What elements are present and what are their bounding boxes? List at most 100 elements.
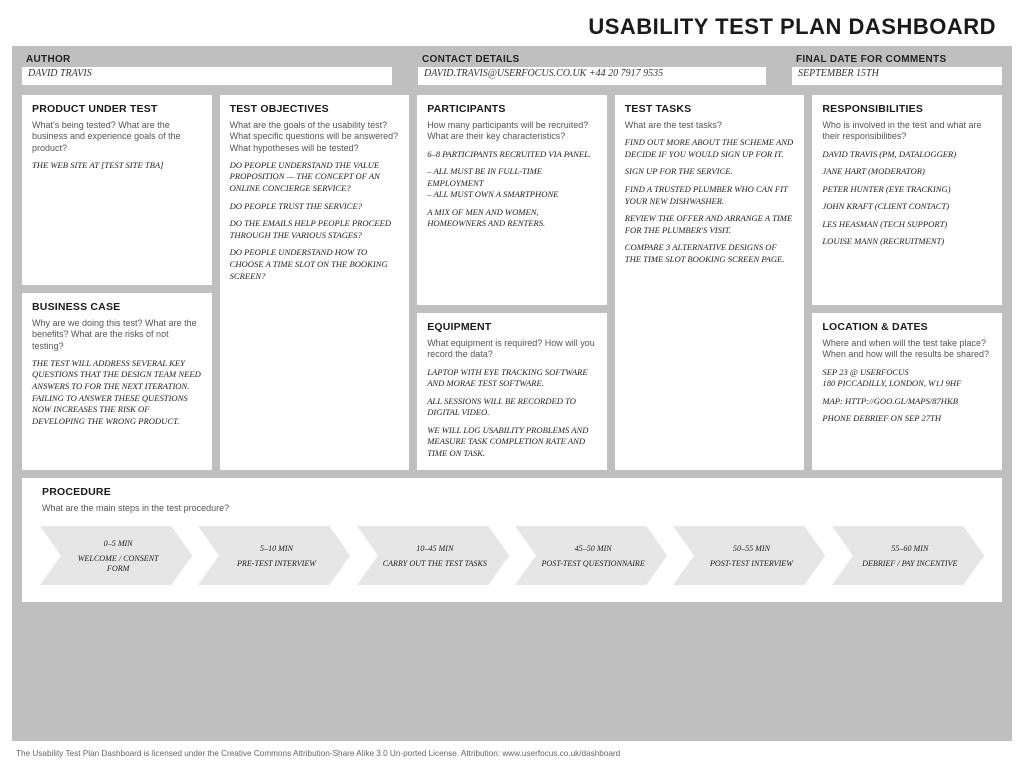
col-4: TEST TASKS What are the test tasks? Find… xyxy=(615,95,805,470)
procedure-step-text: 55–60 MIN DEBRIEF / PAY INCENTIVE xyxy=(832,526,984,588)
body-line: Do the emails help people proceed throug… xyxy=(230,218,400,241)
card-location: LOCATION & DATES Where and when will the… xyxy=(812,313,1002,470)
body-line: Sign up for the service. xyxy=(625,166,795,178)
card-body: Sep 23 @ Userfocus 180 Piccadilly, Londo… xyxy=(822,367,992,425)
procedure-step-time: 0–5 MIN xyxy=(104,539,133,550)
procedure-step-label: WELCOME / CONSENT FORM xyxy=(66,554,170,575)
card-title: LOCATION & DATES xyxy=(822,321,992,333)
card-body: David Travis (PM, datalogger)Jane Hart (… xyxy=(822,149,992,249)
body-line: Peter Hunter (Eye tracking) xyxy=(822,184,992,196)
meta-contact-label: CONTACT DETAILS xyxy=(422,54,766,65)
card-body: 6–8 participants recruited via panel. – A… xyxy=(427,149,597,231)
procedure-step-label: PRE-TEST INTERVIEW xyxy=(237,559,316,570)
card-title: BUSINESS CASE xyxy=(32,301,202,313)
body-line: We will log usability problems and measu… xyxy=(427,425,597,460)
page-title: USABILITY TEST PLAN DASHBOARD xyxy=(0,0,1024,46)
body-line: Do people understand how to choose a tim… xyxy=(230,247,400,282)
body-line: Find a trusted plumber who can fit your … xyxy=(625,184,795,207)
body-line: The test will address several key questi… xyxy=(32,358,202,428)
card-responsibilities: RESPONSIBILITIES Who is involved in the … xyxy=(812,95,1002,305)
card-body: Do people understand the value propositi… xyxy=(230,160,400,282)
body-line: Review the offer and arrange a time for … xyxy=(625,213,795,236)
card-question: Where and when will the test take place?… xyxy=(822,338,992,361)
meta-finaldate-label: FINAL DATE FOR COMMENTS xyxy=(796,54,1002,65)
procedure-step-time: 55–60 MIN xyxy=(891,544,928,555)
body-line: David Travis (PM, datalogger) xyxy=(822,149,992,161)
procedure-step-text: 5–10 MIN PRE-TEST INTERVIEW xyxy=(198,526,350,588)
card-question: What are the test tasks? xyxy=(625,120,795,131)
card-title: RESPONSIBILITIES xyxy=(822,103,992,115)
procedure-step-text: 10–45 MIN CARRY OUT THE TEST TASKS xyxy=(357,526,509,588)
body-line: Phone debrief on Sep 27th xyxy=(822,413,992,425)
meta-row: AUTHOR DAVID TRAVIS CONTACT DETAILS DAVI… xyxy=(22,54,1002,85)
procedure-step-label: DEBRIEF / PAY INCENTIVE xyxy=(862,559,957,570)
body-line: All sessions will be recorded to digital… xyxy=(427,396,597,419)
card-participants: PARTICIPANTS How many participants will … xyxy=(417,95,607,305)
card-body: The web site at [test site TBA] xyxy=(32,160,202,172)
procedure-step: 5–10 MIN PRE-TEST INTERVIEW xyxy=(198,526,350,588)
meta-contact-value: DAVID.TRAVIS@USERFOCUS.CO.UK +44 20 7917… xyxy=(418,67,766,85)
meta-finaldate-value: SEPTEMBER 15TH xyxy=(792,67,1002,85)
card-business: BUSINESS CASE Why are we doing this test… xyxy=(22,293,212,470)
procedure-step: 50–55 MIN POST-TEST INTERVIEW xyxy=(673,526,825,588)
card-objectives: TEST OBJECTIVES What are the goals of th… xyxy=(220,95,410,470)
meta-finaldate: FINAL DATE FOR COMMENTS SEPTEMBER 15TH xyxy=(792,54,1002,85)
meta-author: AUTHOR DAVID TRAVIS xyxy=(22,54,392,85)
procedure-step-time: 5–10 MIN xyxy=(260,544,293,555)
card-question: Who is involved in the test and what are… xyxy=(822,120,992,143)
card-body: Laptop with eye tracking software and Mo… xyxy=(427,367,597,460)
card-question: What are the goals of the usability test… xyxy=(230,120,400,154)
procedure-step: 10–45 MIN CARRY OUT THE TEST TASKS xyxy=(357,526,509,588)
body-line: A mix of men and women, homeowners and r… xyxy=(427,207,597,230)
col-2: TEST OBJECTIVES What are the goals of th… xyxy=(220,95,410,470)
procedure-step: 0–5 MIN WELCOME / CONSENT FORM xyxy=(40,526,192,588)
meta-author-value: DAVID TRAVIS xyxy=(22,67,392,85)
card-question: What's being tested? What are the busine… xyxy=(32,120,202,154)
body-line: – All must be in full-time employment – … xyxy=(427,166,597,201)
card-grid: PRODUCT UNDER TEST What's being tested? … xyxy=(22,95,1002,470)
meta-contact: CONTACT DETAILS DAVID.TRAVIS@USERFOCUS.C… xyxy=(418,54,766,85)
meta-author-label: AUTHOR xyxy=(26,54,392,65)
procedure-step-time: 50–55 MIN xyxy=(733,544,770,555)
procedure-step: 45–50 MIN POST-TEST QUESTIONNAIRE xyxy=(515,526,667,588)
dashboard-board: AUTHOR DAVID TRAVIS CONTACT DETAILS DAVI… xyxy=(12,46,1012,741)
card-body: Find out more about the scheme and decid… xyxy=(625,137,795,265)
card-body: The test will address several key questi… xyxy=(32,358,202,428)
card-title: PARTICIPANTS xyxy=(427,103,597,115)
card-tasks: TEST TASKS What are the test tasks? Find… xyxy=(615,95,805,470)
body-line: Do people understand the value propositi… xyxy=(230,160,400,195)
col-1: PRODUCT UNDER TEST What's being tested? … xyxy=(22,95,212,470)
body-line: The web site at [test site TBA] xyxy=(32,160,202,172)
body-line: Louise Mann (Recruitment) xyxy=(822,236,992,248)
card-question: What are the main steps in the test proc… xyxy=(42,503,990,514)
body-line: Do people trust the service? xyxy=(230,201,400,213)
procedure-step-label: CARRY OUT THE TEST TASKS xyxy=(383,559,487,570)
body-line: Map: http://goo.gl/maps/87HkB xyxy=(822,396,992,408)
procedure-step-text: 0–5 MIN WELCOME / CONSENT FORM xyxy=(40,526,192,588)
procedure-arrow-row: 0–5 MIN WELCOME / CONSENT FORM 5–10 MIN PRE… xyxy=(34,526,990,588)
card-question: Why are we doing this test? What are the… xyxy=(32,318,202,352)
card-product: PRODUCT UNDER TEST What's being tested? … xyxy=(22,95,212,285)
procedure-step-label: POST-TEST INTERVIEW xyxy=(710,559,793,570)
card-equipment: EQUIPMENT What equipment is required? Ho… xyxy=(417,313,607,470)
body-line: 6–8 participants recruited via panel. xyxy=(427,149,597,161)
body-line: Les Heasman (Tech support) xyxy=(822,219,992,231)
body-line: Laptop with eye tracking software and Mo… xyxy=(427,367,597,390)
procedure-step-text: 45–50 MIN POST-TEST QUESTIONNAIRE xyxy=(515,526,667,588)
footer-license: The Usability Test Plan Dashboard is lic… xyxy=(0,741,1024,758)
body-line: Sep 23 @ Userfocus 180 Piccadilly, Londo… xyxy=(822,367,992,390)
body-line: John Kraft (Client contact) xyxy=(822,201,992,213)
card-title: PRODUCT UNDER TEST xyxy=(32,103,202,115)
card-title: EQUIPMENT xyxy=(427,321,597,333)
card-title: TEST OBJECTIVES xyxy=(230,103,400,115)
body-line: Compare 3 alternative designs of the tim… xyxy=(625,242,795,265)
procedure-step: 55–60 MIN DEBRIEF / PAY INCENTIVE xyxy=(832,526,984,588)
procedure-step-label: POST-TEST QUESTIONNAIRE xyxy=(541,559,644,570)
card-title: TEST TASKS xyxy=(625,103,795,115)
card-question: How many participants will be recruited?… xyxy=(427,120,597,143)
procedure-step-time: 10–45 MIN xyxy=(416,544,453,555)
col-3: PARTICIPANTS How many participants will … xyxy=(417,95,607,470)
procedure-step-time: 45–50 MIN xyxy=(575,544,612,555)
card-question: What equipment is required? How will you… xyxy=(427,338,597,361)
body-line: Find out more about the scheme and decid… xyxy=(625,137,795,160)
